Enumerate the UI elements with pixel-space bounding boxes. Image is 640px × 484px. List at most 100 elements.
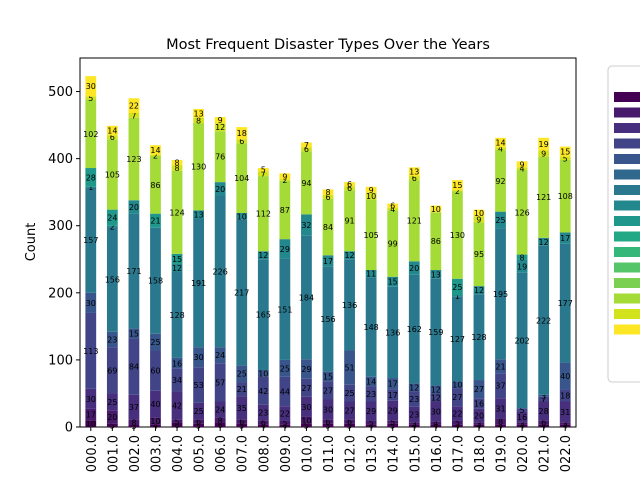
x-tick-label: 010.0 xyxy=(300,435,315,472)
x-tick-label: 002.0 xyxy=(128,435,143,472)
bar-segment-label: 6 xyxy=(110,133,115,142)
x-tick-label: 020.0 xyxy=(516,435,531,472)
bar-segment-label: 1 xyxy=(88,183,93,192)
bar-segment-label: 4 xyxy=(520,422,525,431)
bar-segment xyxy=(214,417,226,423)
bar-segment-label: 5 xyxy=(390,418,395,427)
bar-segment xyxy=(85,99,97,169)
legend-swatch xyxy=(614,107,640,118)
bar-segment-label: 34 xyxy=(172,376,182,385)
bar-segment xyxy=(128,338,140,395)
bar-segment-label: 148 xyxy=(363,323,378,332)
bar-segment xyxy=(365,401,377,421)
bar-segment xyxy=(85,168,97,187)
bar-segment-label: 4 xyxy=(498,422,503,431)
bar-segment xyxy=(344,423,355,427)
legend xyxy=(607,65,640,383)
bar-segment-label: 4 xyxy=(498,145,503,154)
bar-segment-label: 6 xyxy=(239,418,244,427)
bar-segment xyxy=(516,170,528,255)
bar-segment-label: 5 xyxy=(455,419,460,428)
bar-segment xyxy=(128,328,140,339)
bar-segment xyxy=(516,424,528,427)
x-tick-label: 003.0 xyxy=(149,435,164,472)
bar-segment xyxy=(452,420,463,425)
bar-segment-label: 7 xyxy=(131,111,136,120)
bar-segment-label: 8 xyxy=(498,418,503,427)
legend-swatch xyxy=(614,231,640,242)
bar-segment xyxy=(538,401,550,421)
bar-segment-label: 13 xyxy=(409,168,419,177)
bar-segment xyxy=(85,388,97,409)
bar-segment-label: 12 xyxy=(409,383,419,392)
bar-segment-label: 3 xyxy=(541,392,546,401)
bar-segment xyxy=(344,251,355,260)
bar-segment-label: 126 xyxy=(514,208,529,217)
bar-segment xyxy=(408,180,420,262)
bar-segment-label: 2 xyxy=(153,151,158,160)
bar-segment-label: 27 xyxy=(452,393,462,402)
bar-segment-label: 6 xyxy=(304,145,309,154)
bar-segment-label: 10 xyxy=(237,212,247,221)
bar-segment-label: 6 xyxy=(325,193,330,202)
bar-segment xyxy=(85,76,97,97)
bar-segment xyxy=(322,419,334,424)
bar-segment-label: 30 xyxy=(86,82,96,91)
bar-segment-label: 14 xyxy=(150,146,160,155)
legend-swatch xyxy=(614,216,640,226)
bar-segment-label: 84 xyxy=(323,223,333,232)
bar-segment-label: 25 xyxy=(237,370,247,379)
bar-segment-label: 124 xyxy=(169,208,184,217)
bar-segment-label: 29 xyxy=(366,407,376,416)
bar-segment xyxy=(279,180,291,240)
bar-segment xyxy=(430,385,442,394)
bar-segment xyxy=(452,180,463,191)
bar-segment-label: 20 xyxy=(107,413,117,422)
bar-segment xyxy=(193,402,204,420)
x-tick-label: 004.0 xyxy=(171,435,186,472)
bar-segment-label: 191 xyxy=(191,279,206,288)
bar-segment xyxy=(214,117,226,124)
bar-segment-label: 27 xyxy=(323,386,333,395)
legend-swatch xyxy=(614,324,640,335)
bar-segment xyxy=(171,357,183,369)
bar-segment xyxy=(171,170,183,254)
bar-segment-label: 130 xyxy=(191,163,206,172)
bar-segment-label: 24 xyxy=(215,406,225,415)
x-tick-label: 013.0 xyxy=(365,435,380,472)
bar-segment-label: 25 xyxy=(344,389,354,398)
bar-segment xyxy=(85,292,97,313)
bar-segment-label: 27 xyxy=(344,407,354,416)
plot-area: 0100200300400500101730113301571281025300… xyxy=(48,57,577,472)
legend-swatch xyxy=(614,262,640,273)
bar-segment-label: 22 xyxy=(452,410,462,419)
bar-segment xyxy=(214,363,226,402)
bar-segment-label: 136 xyxy=(342,301,357,310)
bar-segment-label: 11 xyxy=(366,270,376,279)
legend-swatch xyxy=(614,138,640,149)
bar-segment xyxy=(538,396,550,402)
bar-segment xyxy=(387,378,399,390)
bar-segment-label: 3 xyxy=(476,419,481,428)
bar-segment xyxy=(171,159,183,166)
x-tick-label: 014.0 xyxy=(387,435,402,472)
bar-segment xyxy=(387,276,399,287)
bar-segment xyxy=(559,146,571,157)
bar-segment xyxy=(322,399,334,420)
bar-segment-label: 6 xyxy=(347,418,352,427)
bar-segment xyxy=(128,117,140,201)
bar-segment-label: 22 xyxy=(280,410,290,419)
bar-segment-label: 94 xyxy=(301,179,311,188)
x-tick-label: 018.0 xyxy=(473,435,488,472)
bar-segment-label: 23 xyxy=(409,395,419,404)
bar-segment xyxy=(171,419,183,423)
bar-segment xyxy=(516,161,528,168)
bar-segment xyxy=(408,261,420,275)
bar-segment-label: 15 xyxy=(560,148,570,157)
bar-segment-label: 5 xyxy=(563,154,568,163)
bar-segment xyxy=(516,259,528,273)
bar-segment-label: 27 xyxy=(301,384,311,393)
bar-segment xyxy=(257,420,269,425)
bar-segment-label: 13 xyxy=(431,270,441,279)
bar-segment xyxy=(430,424,442,427)
